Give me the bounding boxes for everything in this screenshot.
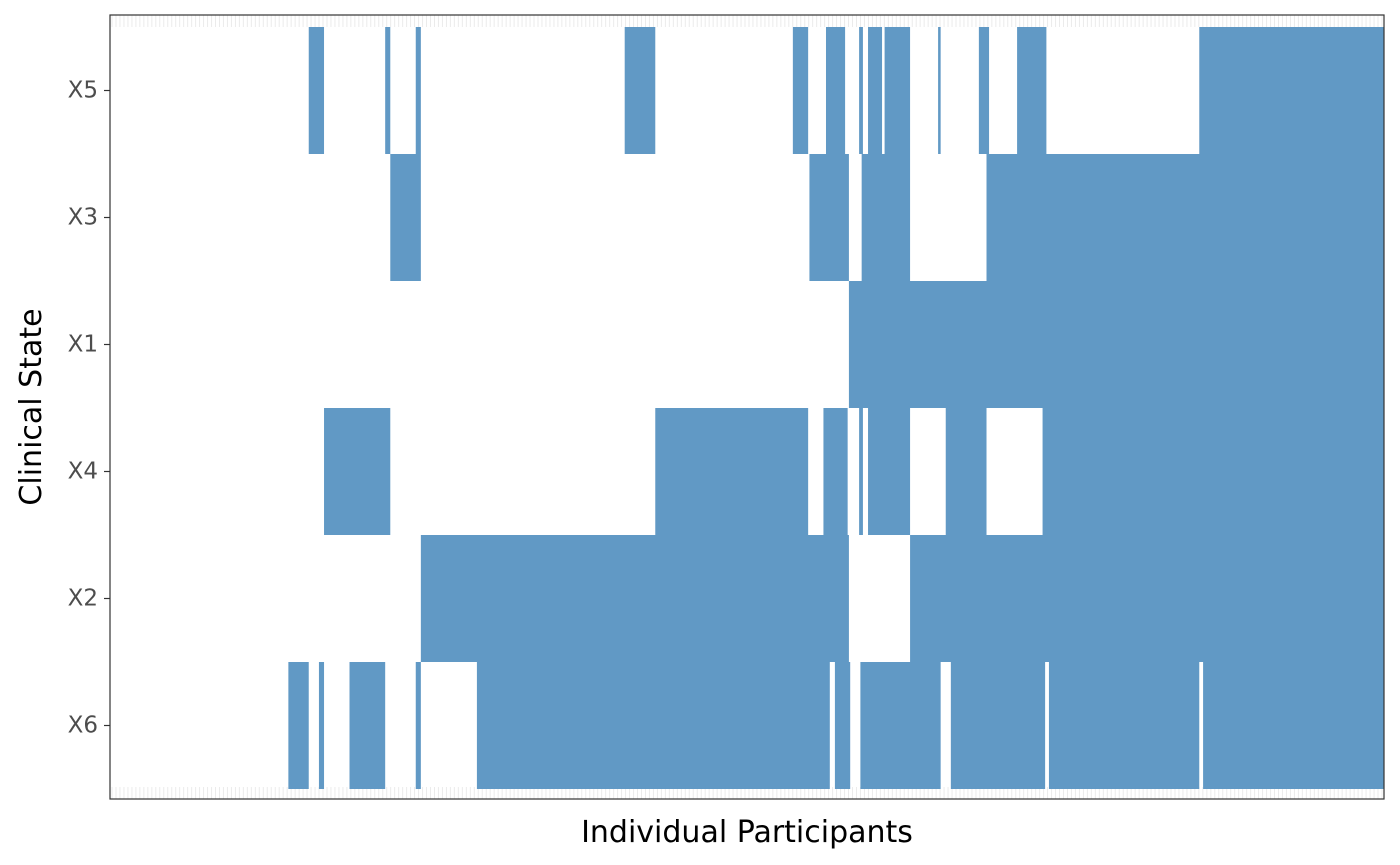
heatmap-cell-x4 — [655, 408, 809, 535]
heatmap-cell-x6 — [349, 662, 386, 789]
heatmap-cell-x5 — [859, 27, 863, 154]
heatmap-cells — [288, 27, 1384, 789]
heatmap-cell-x5 — [1017, 27, 1047, 154]
heatmap-cell-x5 — [415, 27, 421, 154]
heatmap-cell-x6 — [834, 662, 851, 789]
heatmap-cell-x2 — [910, 535, 1384, 662]
heatmap-cell-x5 — [884, 27, 911, 154]
heatmap-cell-x6 — [950, 662, 1046, 789]
heatmap-cell-x3 — [809, 154, 849, 281]
heatmap-cell-x4 — [324, 408, 391, 535]
heatmap-cell-x5 — [792, 27, 809, 154]
heatmap-cell-x5 — [978, 27, 990, 154]
heatmap-cell-x6 — [415, 662, 421, 789]
heatmap-cell-x5 — [385, 27, 391, 154]
x-axis-title: Individual Participants — [581, 815, 913, 850]
heatmap-cell-x6 — [318, 662, 325, 789]
heatmap-cell-x1 — [848, 281, 1384, 408]
heatmap-cell-x5 — [1199, 27, 1384, 154]
heatmap-cell-x6 — [476, 662, 830, 789]
heatmap-cell-x5 — [938, 27, 941, 154]
y-axis: X5 X3 X1 X4 X2 X6 — [68, 78, 110, 739]
heatmap-cell-x6 — [860, 662, 941, 789]
y-tick-label-x4: X4 — [68, 459, 98, 485]
y-tick-label-x3: X3 — [68, 205, 98, 231]
heatmap-cell-x5 — [624, 27, 656, 154]
x-tick-marks — [111, 15, 1383, 799]
y-tick-label-x1: X1 — [68, 332, 98, 358]
heatmap-cell-x5 — [868, 27, 883, 154]
heatmap-cell-x6 — [1203, 662, 1384, 789]
plot-panel-border — [109, 14, 1385, 800]
heatmap-cell-x3 — [986, 154, 1384, 281]
heatmap-cell-x4 — [823, 408, 848, 535]
heatmap-cell-x4 — [859, 408, 863, 535]
heatmap-cell-x4 — [868, 408, 911, 535]
heatmap-cell-x5 — [308, 27, 325, 154]
heatmap-cell-x2 — [420, 535, 849, 662]
y-tick-label-x6: X6 — [68, 713, 98, 739]
heatmap-cell-x5 — [825, 27, 846, 154]
heatmap-cell-x4 — [1042, 408, 1384, 535]
heatmap-cell-x4 — [945, 408, 987, 535]
y-tick-label-x2: X2 — [68, 586, 98, 612]
heatmap-cell-x3 — [390, 154, 421, 281]
heatmap-cell-x6 — [1048, 662, 1200, 789]
heatmap-cell-x3 — [861, 154, 911, 281]
y-tick-label-x5: X5 — [68, 78, 98, 104]
heatmap-cell-x6 — [288, 662, 309, 789]
y-axis-title: Clinical State — [14, 308, 49, 505]
